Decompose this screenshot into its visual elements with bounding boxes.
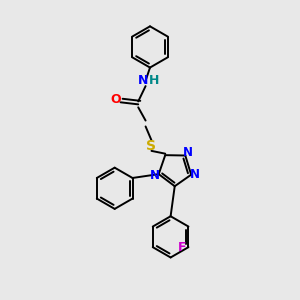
Text: N: N xyxy=(190,168,200,181)
Text: H: H xyxy=(149,74,160,87)
Text: N: N xyxy=(138,74,148,87)
Text: S: S xyxy=(146,139,157,153)
Text: O: O xyxy=(111,93,122,106)
Text: N: N xyxy=(183,146,193,159)
Text: F: F xyxy=(178,241,186,254)
Text: N: N xyxy=(150,169,160,182)
